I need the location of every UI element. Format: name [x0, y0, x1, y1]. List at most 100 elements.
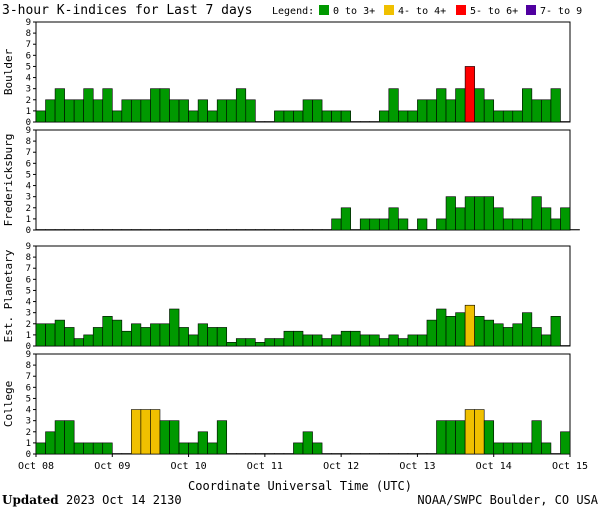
bar-college-1 [45, 431, 56, 455]
footer-updated-label: Updated [2, 493, 59, 507]
bar-fredericksburg-47 [483, 196, 495, 231]
bar-est-planetary-31 [331, 334, 342, 347]
bar-boulder-25 [274, 110, 285, 123]
bar-est-planetary-7 [102, 316, 113, 347]
bar-fredericksburg-32 [340, 207, 351, 231]
y-tick-label: 3 [26, 417, 31, 427]
bar-college-6 [92, 442, 104, 455]
bar-college-29 [312, 442, 323, 455]
y-tick-label: 7 [26, 372, 31, 382]
bar-college-37 [388, 453, 399, 455]
bar-college-21 [235, 453, 247, 455]
bar-college-2 [54, 420, 65, 455]
x-tick-label: Oct 15 [552, 461, 588, 472]
bar-fredericksburg-53 [541, 207, 552, 231]
bar-est-planetary-46 [474, 316, 485, 347]
bar-fredericksburg-35 [369, 218, 380, 231]
bar-college-22 [245, 453, 256, 455]
bar-boulder-33 [350, 121, 361, 123]
bar-fredericksburg-46 [474, 196, 485, 231]
bar-fredericksburg-20 [226, 229, 237, 231]
bar-college-24 [264, 453, 275, 455]
bar-fredericksburg-17 [197, 229, 208, 231]
bar-college-52 [531, 420, 542, 455]
bar-college-4 [73, 442, 84, 455]
bar-boulder-44 [455, 88, 466, 123]
bar-fredericksburg-14 [169, 229, 180, 231]
bar-boulder-5 [83, 88, 94, 123]
bar-fredericksburg-43 [445, 196, 456, 231]
bar-est-planetary-54 [550, 316, 561, 347]
bar-boulder-13 [159, 88, 170, 123]
y-tick-label: 9 [26, 242, 31, 252]
legend-label-4-to-4: 4- to 4+ [398, 6, 446, 17]
bar-boulder-10 [131, 99, 142, 123]
bar-fredericksburg-24 [264, 229, 275, 231]
bar-college-47 [483, 420, 495, 455]
bar-fredericksburg-10 [131, 229, 142, 231]
bar-boulder-4 [73, 99, 84, 123]
bar-boulder-50 [512, 110, 523, 123]
bar-fredericksburg-13 [159, 229, 170, 231]
bar-est-planetary-43 [445, 316, 456, 347]
y-tick-label: 3 [26, 85, 31, 95]
footer-source: NOAA/SWPC Boulder, CO USA [417, 493, 598, 507]
bar-fredericksburg-26 [283, 229, 294, 231]
bar-boulder-26 [283, 110, 294, 123]
bar-college-26 [283, 453, 294, 455]
bar-est-planetary-32 [340, 330, 351, 347]
bar-college-11 [140, 409, 151, 455]
bar-est-planetary-16 [188, 334, 199, 347]
y-tick-label: 2 [26, 320, 31, 330]
y-tick-label: 3 [26, 309, 31, 319]
bar-boulder-28 [302, 99, 313, 123]
bar-est-planetary-30 [321, 338, 332, 347]
y-tick-label: 0 [26, 342, 31, 352]
bar-fredericksburg-39 [407, 229, 418, 231]
legend-swatch-0-to-3 [319, 5, 329, 15]
bar-boulder-40 [417, 99, 428, 123]
bar-fredericksburg-1 [45, 229, 56, 231]
y-tick-label: 0 [26, 226, 31, 236]
bar-fredericksburg-48 [493, 207, 504, 231]
bar-boulder-41 [426, 99, 437, 123]
bar-boulder-46 [474, 88, 485, 123]
panel-label-est-planetary: Est. Planetary [2, 249, 15, 342]
bar-est-planetary-49 [502, 327, 514, 347]
bar-fredericksburg-27 [293, 229, 304, 231]
bar-college-32 [340, 453, 351, 455]
y-tick-label: 5 [26, 62, 31, 72]
bar-est-planetary-8 [111, 319, 123, 347]
bar-college-30 [321, 453, 332, 455]
y-tick-label: 3 [26, 193, 31, 203]
bar-college-48 [493, 442, 504, 455]
bar-fredericksburg-42 [436, 218, 447, 231]
bar-boulder-17 [197, 99, 208, 123]
bar-college-55 [560, 431, 571, 455]
bar-college-49 [502, 442, 514, 455]
bar-fredericksburg-30 [321, 229, 332, 231]
bar-college-53 [541, 442, 552, 455]
bar-fredericksburg-29 [312, 229, 323, 231]
bar-boulder-47 [483, 99, 495, 123]
bar-boulder-32 [340, 110, 351, 123]
bar-fredericksburg-3 [64, 229, 75, 231]
bar-college-35 [369, 453, 380, 455]
bar-fredericksburg-0 [35, 229, 46, 231]
bar-boulder-36 [378, 110, 390, 123]
footer: Updated 2023 Oct 14 2130 NOAA/SWPC Bould… [2, 493, 599, 507]
bar-boulder-53 [541, 99, 552, 123]
y-tick-label: 9 [26, 350, 31, 360]
bar-college-27 [293, 442, 304, 455]
bar-est-planetary-29 [312, 334, 323, 347]
bar-fredericksburg-19 [216, 229, 228, 231]
x-tick-label: Oct 10 [171, 461, 207, 472]
bar-est-planetary-13 [159, 323, 170, 347]
bar-est-planetary-45 [464, 304, 475, 347]
bar-boulder-23 [255, 121, 266, 123]
bar-college-43 [445, 420, 456, 455]
bar-fredericksburg-22 [245, 229, 256, 231]
bar-boulder-15 [178, 99, 189, 123]
bar-fredericksburg-21 [235, 229, 247, 231]
